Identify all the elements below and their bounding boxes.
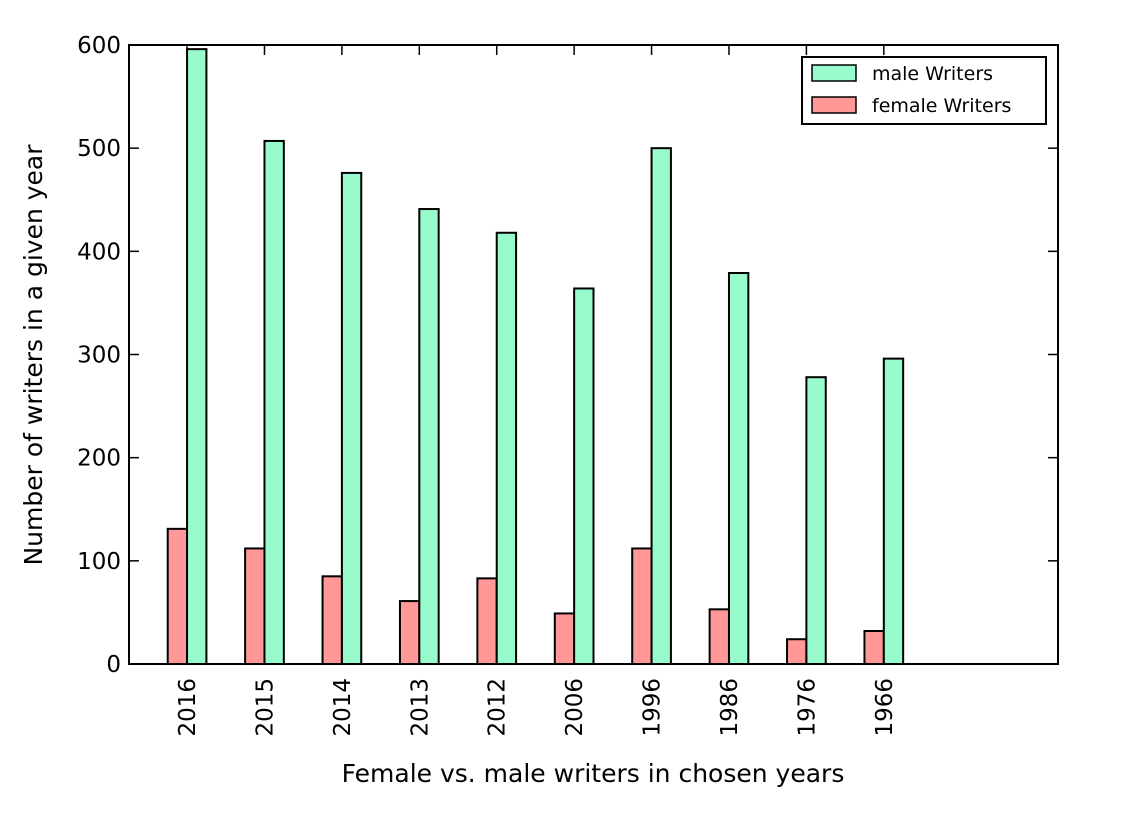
female-bar-2015 [244, 547, 266, 665]
y-tick-label: 600 [77, 33, 121, 59]
male-bar-1996 [650, 147, 672, 665]
x-tick-label: 2006 [562, 678, 588, 737]
female-bar-2016 [166, 527, 189, 666]
female-bar-1976 [786, 638, 808, 665]
male-bar-1986 [727, 271, 750, 665]
x-tick-label: 1976 [794, 678, 820, 737]
x-axis: 2016 2015 2014 2013 2012 2006 1996 1986 1976 1966 [175, 45, 898, 737]
x-axis-label: Female vs. male writers in chosen years [342, 759, 845, 788]
male-bar-2016 [186, 48, 208, 666]
male-bar-2015 [263, 139, 285, 665]
legend-label: female Writers [872, 95, 1011, 117]
female-bar-2014 [321, 575, 343, 666]
x-tick-label: 1986 [717, 678, 743, 737]
x-tick-label: 2014 [330, 678, 356, 737]
male-bar-2013 [418, 208, 440, 665]
legend-swatch [811, 64, 857, 82]
legend-label: male Writers [872, 63, 993, 85]
y-tick-label: 300 [77, 343, 121, 369]
legend: male Writers female Writers [801, 56, 1047, 125]
male-bar-1976 [805, 376, 827, 665]
y-axis-label: Number of writers in a given year [19, 144, 48, 566]
x-tick-label: 1966 [872, 678, 898, 737]
y-tick-label: 0 [106, 652, 121, 678]
bars-layer [166, 48, 905, 666]
female-bar-1996 [631, 547, 653, 665]
y-tick-label: 100 [77, 549, 121, 575]
female-bar-1966 [863, 629, 885, 666]
male-bar-2006 [573, 287, 595, 665]
y-axis: 0 100 200 300 400 500 600 [77, 33, 1058, 678]
male-bar-2014 [340, 171, 363, 665]
female-bar-1986 [708, 608, 730, 665]
x-tick-label: 2013 [407, 678, 433, 737]
y-tick-label: 200 [77, 446, 121, 472]
female-bar-2006 [553, 612, 576, 665]
x-tick-label: 1996 [640, 678, 666, 737]
female-bar-2012 [476, 577, 498, 665]
legend-swatch [811, 96, 857, 114]
male-bar-2012 [495, 231, 518, 665]
female-bar-2013 [398, 600, 421, 666]
y-tick-label: 400 [77, 239, 121, 265]
x-tick-label: 2012 [485, 678, 511, 737]
y-tick-label: 500 [77, 136, 121, 162]
x-tick-label: 2016 [175, 678, 201, 737]
x-tick-label: 2015 [252, 678, 278, 737]
male-bar-1966 [882, 357, 905, 665]
